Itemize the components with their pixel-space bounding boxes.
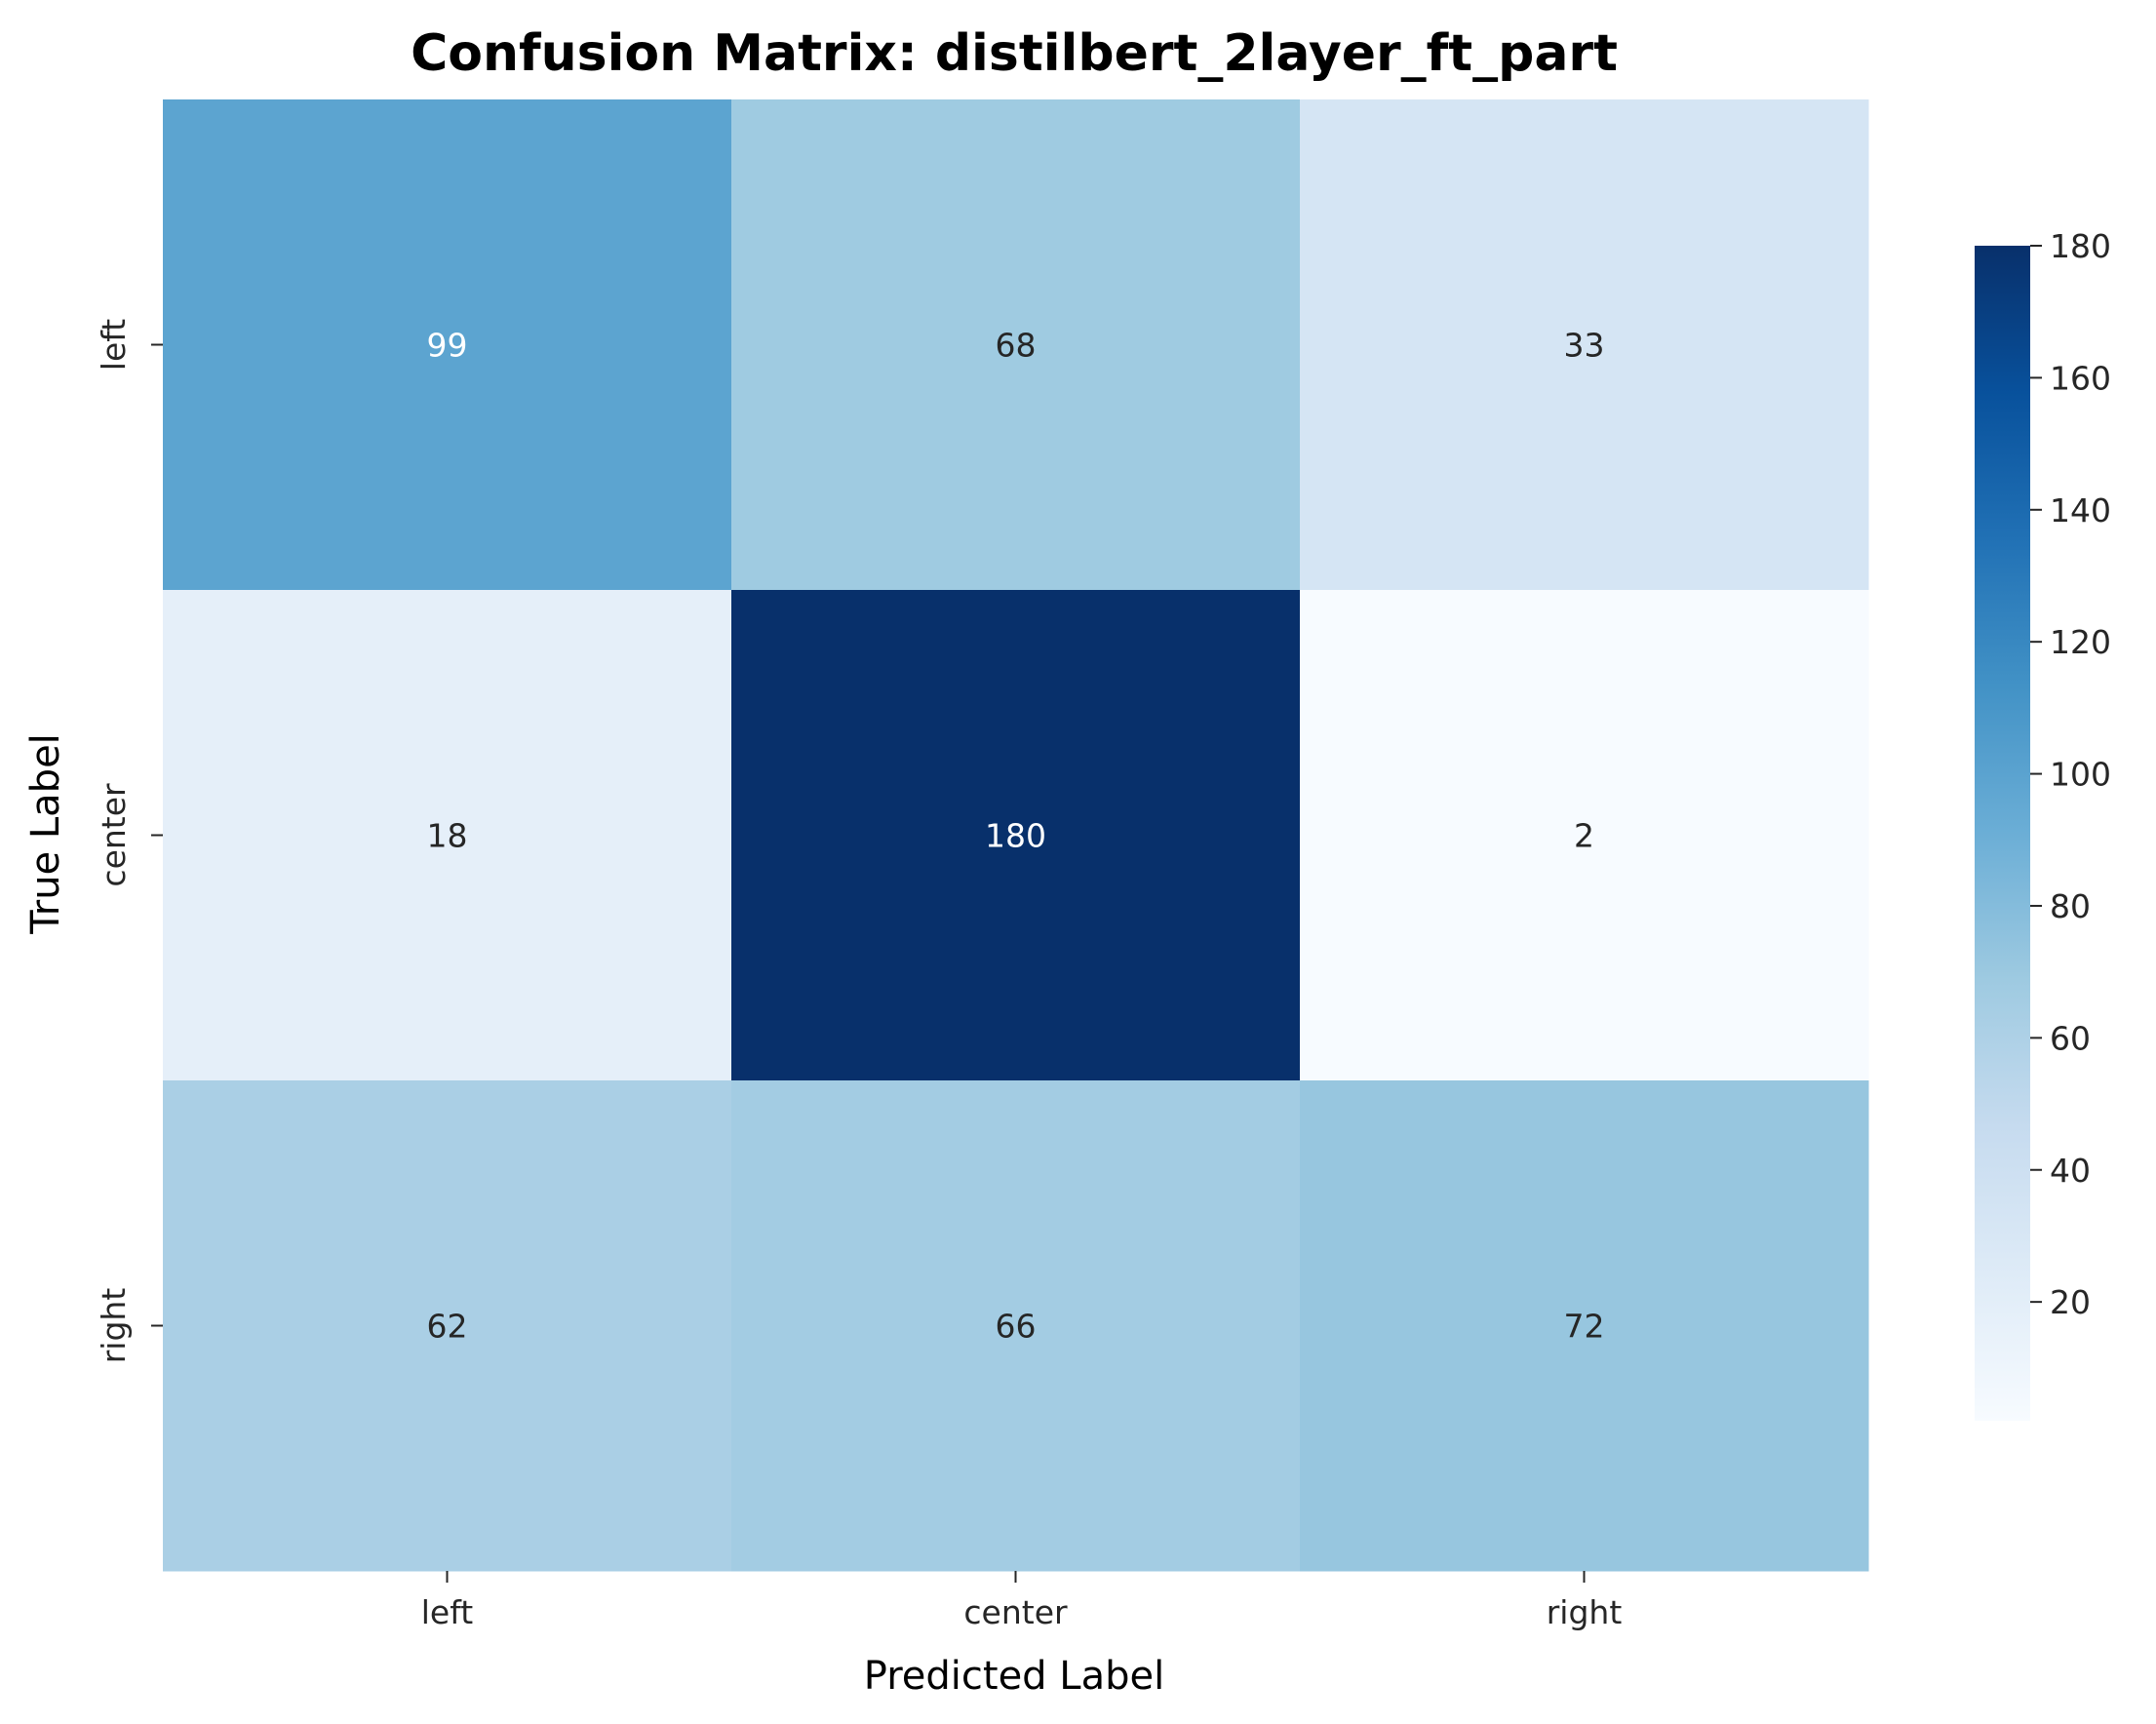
heatmap-cell-right-center (731, 1080, 1301, 1572)
heatmap-cell-left-center (731, 99, 1301, 591)
y-axis-ticks: left center right (95, 319, 163, 1364)
heatmap-cell-labels: 99 68 33 18 180 2 62 66 72 (427, 327, 1605, 1346)
heatmap-cell-right-right (1300, 1080, 1869, 1572)
chart-title: Confusion Matrix: distilbert_2layer_ft_p… (411, 24, 1618, 83)
colorbar-tick-label-40: 40 (2050, 1152, 2091, 1190)
heatmap-cell-center-right (1300, 590, 1869, 1081)
cell-value-left-center: 68 (996, 327, 1037, 365)
heatmap-cell-center-center (731, 590, 1301, 1081)
x-tick-label-right: right (1547, 1593, 1623, 1631)
colorbar-tick-label-160: 160 (2050, 359, 2111, 397)
x-tick-label-left: left (421, 1593, 474, 1631)
colorbar-tick-label-180: 180 (2050, 227, 2111, 265)
colorbar-tick-label-80: 80 (2050, 887, 2091, 925)
y-tick-label-left: left (95, 319, 133, 372)
y-tick-label-center: center (95, 783, 133, 887)
x-axis-label: Predicted Label (864, 1654, 1164, 1699)
cell-value-left-right: 33 (1564, 327, 1605, 365)
y-tick-label-right: right (95, 1288, 133, 1364)
colorbar (1975, 246, 2030, 1421)
y-axis-label: True Label (23, 733, 68, 935)
heatmap-cell-left-left (163, 99, 732, 591)
cell-value-right-center: 66 (996, 1308, 1037, 1346)
cell-value-center-left: 18 (427, 817, 468, 855)
colorbar-tick-label-100: 100 (2050, 756, 2111, 794)
colorbar-tick-label-120: 120 (2050, 623, 2111, 661)
colorbar-ticks: 20 40 60 80 100 120 140 160 180 (2030, 227, 2111, 1321)
colorbar-tick-label-20: 20 (2050, 1283, 2091, 1321)
heatmap-cell-left-right (1300, 99, 1869, 591)
cell-value-center-right: 2 (1574, 817, 1594, 855)
colorbar-tick-label-140: 140 (2050, 491, 2111, 529)
cell-value-left-left: 99 (427, 327, 468, 365)
heatmap-cell-center-left (163, 590, 732, 1081)
x-tick-label-center: center (963, 1593, 1068, 1631)
colorbar-tick-label-60: 60 (2050, 1019, 2091, 1057)
heatmap-cell-right-left (163, 1080, 732, 1572)
cell-value-right-right: 72 (1564, 1308, 1605, 1346)
cell-value-right-left: 62 (427, 1308, 468, 1346)
x-axis-ticks: left center right (421, 1571, 1623, 1631)
heatmap-cells (163, 99, 1869, 1572)
cell-value-center-center: 180 (985, 817, 1046, 855)
